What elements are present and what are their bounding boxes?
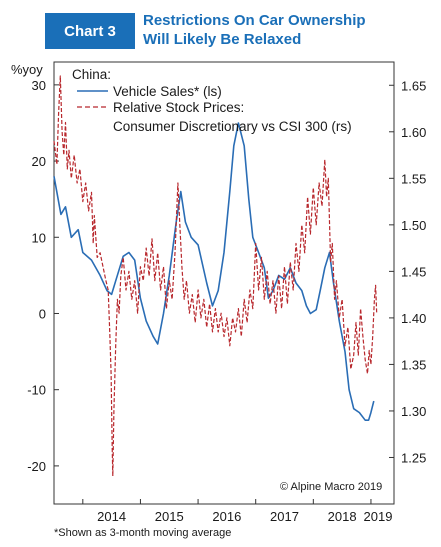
chart-header: Chart 3 Restrictions On Car Ownership Wi… bbox=[0, 0, 441, 62]
legend: China: Vehicle Sales* (ls) Relative Stoc… bbox=[72, 67, 352, 134]
left-tick-label: 0 bbox=[39, 306, 46, 321]
left-axis: 30 20 10 0 -10 -20 bbox=[27, 78, 59, 474]
right-tick-label: 1.30 bbox=[401, 404, 426, 419]
x-tick-label: 2015 bbox=[155, 509, 184, 524]
right-tick-label: 1.25 bbox=[401, 450, 426, 465]
left-axis-unit: %yoy bbox=[11, 62, 43, 77]
right-tick-label: 1.35 bbox=[401, 357, 426, 372]
left-tick-label: 30 bbox=[32, 78, 46, 93]
x-tick-label: 2017 bbox=[270, 509, 299, 524]
right-tick-label: 1.50 bbox=[401, 218, 426, 233]
left-tick-label: -20 bbox=[27, 459, 46, 474]
x-tick-label: 2014 bbox=[97, 509, 126, 524]
left-tick-label: -10 bbox=[27, 383, 46, 398]
right-tick-label: 1.55 bbox=[401, 171, 426, 186]
plot-frame bbox=[53, 61, 395, 505]
legend-label-stock-prices-line2: Consumer Discretionary vs CSI 300 (rs) bbox=[113, 119, 352, 134]
source-credit: © Alpine Macro 2019 bbox=[280, 481, 382, 493]
left-tick-label: 20 bbox=[32, 154, 46, 169]
right-tick-label: 1.60 bbox=[401, 125, 426, 140]
left-tick-label: 10 bbox=[32, 230, 46, 245]
x-axis: 2014 2015 2016 2017 2018 2019 bbox=[82, 499, 393, 524]
footnote: *Shown as 3-month moving average bbox=[54, 527, 232, 539]
series-line-stock-prices bbox=[53, 75, 378, 477]
right-tick-label: 1.65 bbox=[401, 78, 426, 93]
right-tick-label: 1.45 bbox=[401, 264, 426, 279]
series-line-vehicle-sales bbox=[53, 122, 375, 421]
right-tick-label: 1.40 bbox=[401, 311, 426, 326]
right-axis: 1.65 1.60 1.55 1.50 1.45 1.40 1.35 1.30 1.25 bbox=[389, 78, 426, 465]
legend-label-stock-prices-line1: Relative Stock Prices: bbox=[113, 100, 244, 115]
x-tick-label: 2019 bbox=[364, 509, 393, 524]
legend-label-vehicle-sales: Vehicle Sales* (ls) bbox=[113, 84, 222, 99]
chart-number-badge: Chart 3 bbox=[45, 13, 135, 49]
series-layer bbox=[53, 75, 378, 477]
x-tick-label: 2016 bbox=[212, 509, 241, 524]
legend-heading: China: bbox=[72, 67, 111, 82]
x-tick-label: 2018 bbox=[328, 509, 357, 524]
chart-title: Restrictions On Car Ownership Will Likel… bbox=[143, 12, 366, 48]
